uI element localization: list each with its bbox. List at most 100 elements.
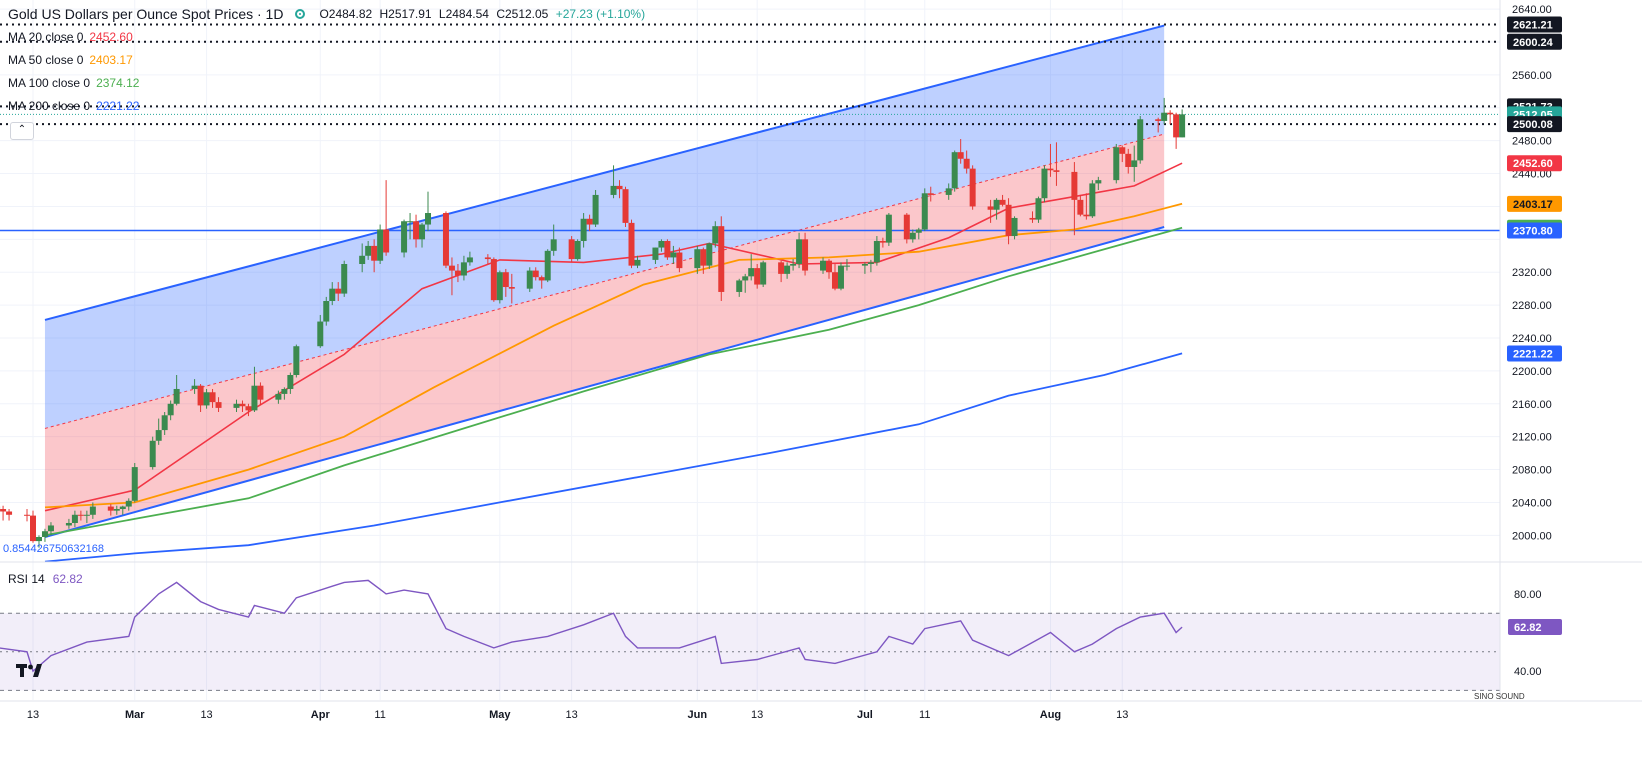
candle-body xyxy=(623,189,629,223)
time-tick-label: 13 xyxy=(566,709,578,721)
candle-body xyxy=(1029,218,1035,220)
candle-body xyxy=(664,241,670,257)
tradingview-logo-icon[interactable] xyxy=(16,664,42,678)
candle-body xyxy=(634,260,640,266)
candle-body xyxy=(168,404,174,416)
candle-body xyxy=(533,271,539,278)
price-tick-label: 2640.00 xyxy=(1512,4,1552,16)
candle-body xyxy=(443,213,449,266)
time-tick-label: 13 xyxy=(200,709,212,721)
candle-body xyxy=(874,241,880,262)
candle-body xyxy=(796,239,802,264)
market-status-icon xyxy=(295,9,305,19)
price-tick-label: 2280.00 xyxy=(1512,300,1552,312)
candle-body xyxy=(503,272,509,287)
legend-value: 2374.12 xyxy=(96,76,139,90)
candle-body xyxy=(1119,147,1125,154)
candle-body xyxy=(42,531,48,537)
candle-body xyxy=(527,271,533,289)
candle-body xyxy=(1161,113,1167,121)
candle-body xyxy=(72,515,78,523)
candle-body xyxy=(365,246,371,256)
candle-body xyxy=(1113,147,1119,180)
price-tick-label: 2200.00 xyxy=(1512,366,1552,378)
candle-body xyxy=(455,271,461,276)
candle-body xyxy=(245,406,251,410)
candle-body xyxy=(1053,170,1059,172)
candle-body xyxy=(910,233,916,240)
symbol-title[interactable]: Gold US Dollars per Ounce Spot Prices · … xyxy=(8,6,283,22)
candle-body xyxy=(1125,154,1131,167)
fib-level-label: 0.854426750632168 xyxy=(3,543,104,555)
candle-body xyxy=(509,287,515,289)
candle-body xyxy=(994,200,1000,210)
rsi-tick-label: 80.00 xyxy=(1514,589,1542,601)
time-tick-label: 11 xyxy=(919,709,930,721)
legend-value: 2403.17 xyxy=(89,53,132,67)
candle-body xyxy=(593,195,599,225)
time-tick-label: Jul xyxy=(857,709,873,721)
time-tick-label: 13 xyxy=(751,709,763,721)
candle-body xyxy=(652,248,658,260)
chevron-up-icon: ⌃ xyxy=(18,124,26,135)
candle-body xyxy=(317,322,323,347)
candle-body xyxy=(844,266,850,267)
candle-body xyxy=(174,389,180,404)
candle-body xyxy=(706,243,712,265)
candle-body xyxy=(916,229,922,232)
candle-body xyxy=(275,394,281,400)
candle-body xyxy=(1035,198,1041,219)
candle-body xyxy=(1083,215,1089,217)
candle-body xyxy=(126,501,132,507)
candle-body xyxy=(108,507,114,511)
candle-body xyxy=(928,193,934,195)
high-value: H2517.91 xyxy=(380,7,432,21)
candle-body xyxy=(922,193,928,229)
legend-label: MA 200 close 0 xyxy=(8,99,90,113)
candle-body xyxy=(425,213,431,225)
price-tag-text: 2621.21 xyxy=(1513,20,1553,32)
candle-body xyxy=(1155,119,1161,121)
candle-body xyxy=(24,515,30,516)
price-tag-text: 2403.17 xyxy=(1513,199,1553,211)
candle-body xyxy=(784,266,790,274)
candle-body xyxy=(742,276,748,280)
candle-body xyxy=(581,219,587,241)
price-tick-label: 2040.00 xyxy=(1512,497,1552,509)
collapse-legend-button[interactable]: ⌃ xyxy=(10,122,34,140)
candle-body xyxy=(281,389,287,394)
candle-body xyxy=(1137,119,1143,160)
candle-body xyxy=(0,509,6,511)
candle-body xyxy=(150,441,156,467)
candle-body xyxy=(778,262,784,274)
candle-body xyxy=(551,239,557,251)
candle-body xyxy=(497,272,503,300)
candle-body xyxy=(617,186,623,189)
candle-body xyxy=(964,159,970,169)
candle-body xyxy=(1173,114,1179,137)
candle-body xyxy=(377,229,383,260)
candle-body xyxy=(485,257,491,259)
candle-body xyxy=(904,215,910,240)
candle-body xyxy=(419,225,425,240)
candle-body xyxy=(120,507,126,509)
candle-body xyxy=(629,223,635,266)
candle-body xyxy=(1000,200,1006,205)
candle-body xyxy=(407,221,413,222)
price-tag-text: 2370.80 xyxy=(1513,225,1553,237)
candle-body xyxy=(1167,113,1173,115)
candle-body xyxy=(670,252,676,257)
candle-body xyxy=(736,280,742,292)
candle-body xyxy=(491,259,497,300)
candle-body xyxy=(611,186,617,195)
candle-body xyxy=(239,404,245,406)
candle-body xyxy=(868,262,874,264)
time-tick-label: May xyxy=(489,709,511,721)
candle-body xyxy=(156,430,162,441)
